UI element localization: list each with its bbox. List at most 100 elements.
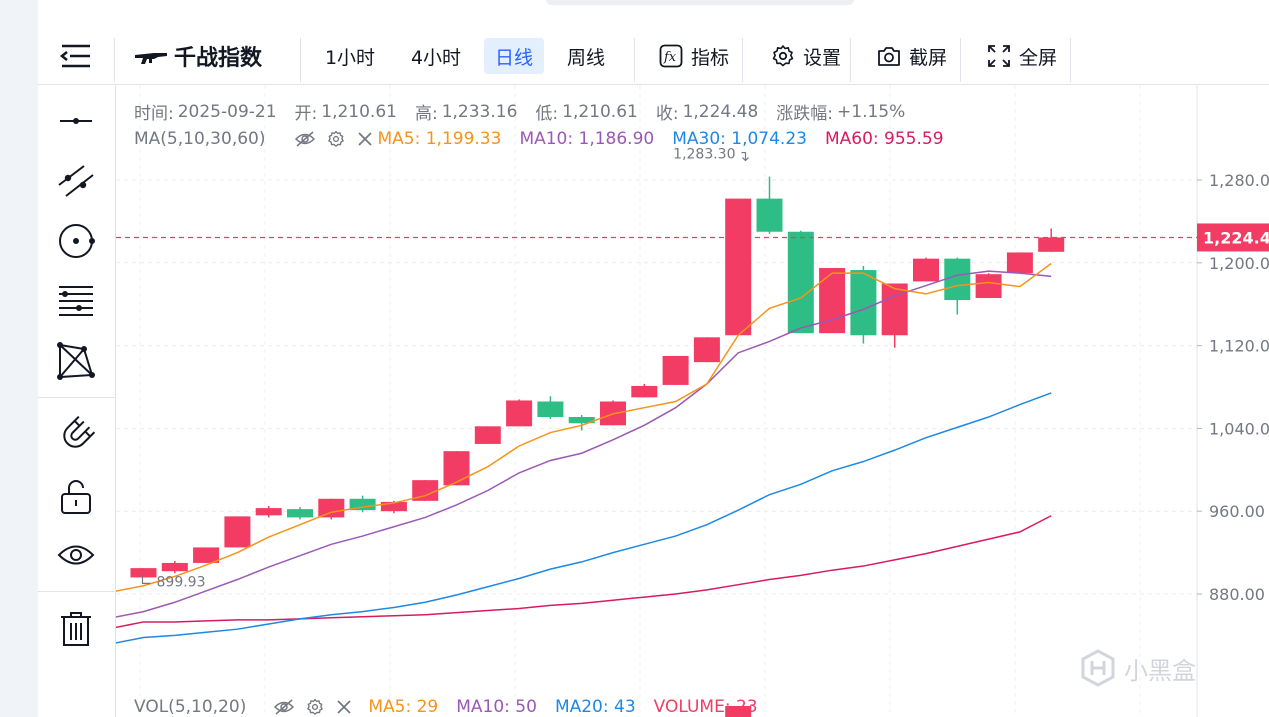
- screenshot-button[interactable]: 截屏: [864, 38, 960, 74]
- symbol-title[interactable]: 千战指数: [134, 40, 262, 72]
- interval-label: 周线: [566, 46, 605, 69]
- close-label: 收:: [655, 104, 679, 124]
- time-label: 时间:: [134, 104, 174, 124]
- circle-tool[interactable]: [56, 221, 96, 261]
- candle-body: [913, 258, 939, 282]
- toolbar-divider: [1070, 38, 1071, 82]
- top-pill: [546, 0, 854, 5]
- symbol-name: 千战指数: [174, 46, 263, 71]
- fullscreen-icon: [988, 45, 1010, 67]
- magnet-icon: [63, 416, 95, 448]
- candle-body: [975, 274, 1002, 298]
- toolbar-divider: [634, 38, 635, 82]
- horizontal-line-icon: [60, 118, 92, 124]
- max-price-label: 1,283.30: [673, 147, 735, 163]
- horizontal-ray-tool[interactable]: [56, 101, 96, 141]
- fullscreen-label: 全屏: [1018, 46, 1057, 69]
- close-icon[interactable]: [357, 131, 373, 147]
- vol-ma5-value: MA5: 29: [368, 697, 439, 717]
- vol-ma20-value: MA20: 43: [554, 697, 636, 717]
- gear-icon[interactable]: [306, 698, 324, 716]
- chart-area[interactable]: 1,283.30 899.93 1,280.00 1,200.00 1,120.00 1,…: [116, 85, 1269, 717]
- close-value: 1,224.48: [682, 101, 759, 122]
- interval-1h[interactable]: 1小时: [320, 38, 380, 74]
- hexagon-logo-icon: [1081, 649, 1115, 687]
- candle-body: [412, 480, 439, 501]
- ma5-line: [116, 262, 1052, 592]
- menu-button[interactable]: [58, 40, 94, 72]
- y-axis-label: 1,200.00: [1209, 254, 1269, 273]
- toolbar-divider: [850, 38, 851, 82]
- candle-body: [506, 400, 533, 427]
- trend-line-tool[interactable]: [56, 161, 96, 201]
- lock-tool[interactable]: [56, 477, 96, 517]
- ma-legend: MA(5,10,30,60) MA5: 1,199.33 MA10: 1,186…: [134, 129, 948, 149]
- candle-body: [1006, 252, 1033, 274]
- ohlc-legend: 时间: 2025-09-21 开: 1,210.61 高: 1,233.16 低: 1,…: [134, 99, 909, 125]
- max-marker-icon: [741, 151, 749, 162]
- gear-icon: [772, 45, 794, 67]
- candle-body: [725, 198, 752, 336]
- ma30-line: [116, 392, 1052, 644]
- svg-text:fx: fx: [663, 50, 677, 65]
- vol-ma10-value: MA10: 50: [456, 697, 537, 717]
- change-value: +1.15%: [837, 101, 906, 122]
- candle-body: [819, 267, 846, 334]
- fullscreen-button[interactable]: 全屏: [974, 38, 1070, 74]
- vol-legend: VOL(5,10,20) MA5: 29 MA10: 50 MA20: 43 V…: [134, 697, 762, 717]
- sidebar-divider: [38, 397, 115, 398]
- min-price-label: 899.93: [157, 574, 206, 590]
- toolbar-divider: [300, 38, 301, 82]
- eye-icon: [57, 545, 95, 565]
- fib-retracement-tool[interactable]: [56, 281, 96, 321]
- interval-1w[interactable]: 周线: [556, 38, 616, 74]
- pattern-tool[interactable]: [56, 341, 96, 381]
- candle-body: [693, 337, 720, 363]
- watermark: 小黑盒: [1078, 648, 1196, 688]
- candlestick-chart[interactable]: 1,283.30 899.93 1,280.00 1,200.00 1,120.00 1,…: [116, 85, 1269, 717]
- price-tag-label: 1,224.48: [1203, 228, 1269, 247]
- magnet-tool[interactable]: [56, 415, 96, 455]
- y-axis-label: 1,120.00: [1209, 337, 1269, 356]
- toolbar-divider: [960, 38, 961, 82]
- candle-body: [255, 508, 282, 516]
- hide-eye-icon[interactable]: [295, 131, 316, 147]
- settings-button[interactable]: 设置: [756, 38, 856, 74]
- candle-body: [161, 562, 188, 572]
- sidebar-divider: [38, 591, 115, 592]
- low-label: 低:: [535, 104, 559, 124]
- settings-label: 设置: [802, 46, 841, 69]
- candle-body: [474, 426, 501, 444]
- candle-body: [318, 498, 345, 518]
- interval-label: 4小时: [410, 46, 462, 69]
- y-axis-label: 880.00: [1209, 585, 1265, 604]
- visibility-tool[interactable]: [56, 535, 96, 575]
- change-label: 涨跌幅:: [776, 104, 834, 124]
- close-icon[interactable]: [336, 699, 352, 715]
- gear-icon[interactable]: [327, 130, 345, 148]
- candle-body: [193, 547, 220, 563]
- candle-body: [380, 501, 407, 512]
- indicators-label: 指标: [690, 46, 729, 69]
- indicators-button[interactable]: fx 指标: [648, 38, 740, 74]
- menu-collapse-icon: [59, 44, 90, 68]
- screenshot-label: 截屏: [908, 46, 947, 69]
- high-label: 高:: [414, 104, 438, 124]
- rifle-logo-icon: [135, 53, 167, 64]
- interval-1d[interactable]: 日线: [484, 38, 544, 74]
- time-value: 2025-09-21: [177, 101, 277, 122]
- candle-body: [287, 509, 313, 518]
- watermark-text: 小黑盒: [1124, 656, 1196, 685]
- fx-icon: fx: [659, 44, 683, 68]
- hide-eye-icon[interactable]: [274, 699, 295, 715]
- vol-legend-label: VOL(5,10,20): [134, 697, 247, 717]
- candle-body: [537, 401, 564, 418]
- interval-label: 日线: [494, 46, 533, 69]
- interval-4h[interactable]: 4小时: [402, 38, 470, 74]
- candle-body: [944, 258, 971, 301]
- delete-tool[interactable]: [56, 609, 96, 649]
- ma5-value: MA5: 1,199.33: [377, 129, 502, 149]
- high-value: 1,233.16: [441, 101, 518, 122]
- volume-value: VOLUME: 23: [653, 697, 758, 717]
- candle-body: [443, 451, 470, 486]
